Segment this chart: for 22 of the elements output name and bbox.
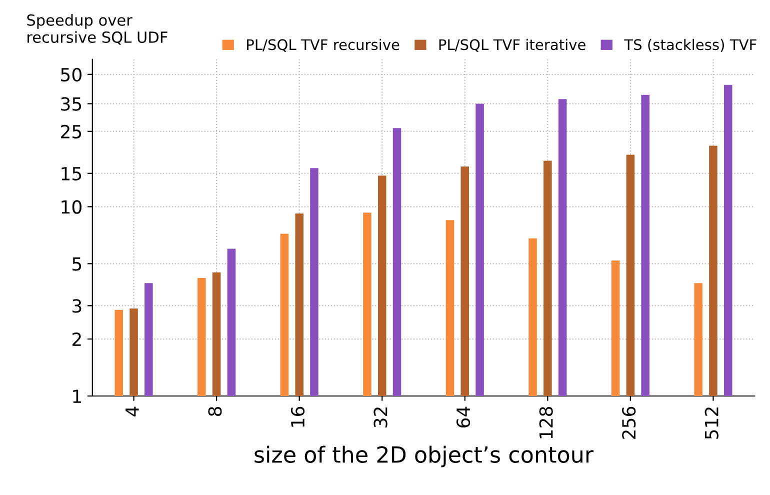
y-axis-title: Speedup over recursive SQL UDF (27, 14, 168, 45)
y-tick-label: 10 (62, 200, 82, 214)
x-tick-label: 64 (456, 406, 470, 428)
legend-label: TS (stackless) TVF (624, 38, 756, 52)
x-tick-label: 256 (622, 406, 636, 439)
y-tick-label: 25 (61, 124, 82, 138)
x-tick-label: 512 (704, 408, 718, 439)
legend-label: PL/SQL TVF recursive (247, 38, 400, 52)
x-tick-label: 32 (374, 408, 388, 428)
y-tick-label: 50 (61, 68, 82, 82)
legend-label: PL/SQL TVF iterative (439, 38, 586, 52)
y-tick-label: 3 (72, 299, 82, 313)
x-axis-title: size of the 2D object’s contour (254, 446, 594, 468)
x-tick-label: 128 (539, 406, 553, 438)
y-tick-label: 35 (61, 97, 82, 111)
x-tick-label: 16 (290, 406, 305, 427)
y-tick-label: 5 (72, 257, 82, 271)
y-tick-label: 15 (62, 167, 82, 180)
x-tick-label: 4 (126, 406, 139, 416)
y-tick-label: 1 (73, 390, 82, 403)
y-tick-label: 2 (72, 332, 81, 346)
x-tick-label: 8 (208, 406, 222, 416)
